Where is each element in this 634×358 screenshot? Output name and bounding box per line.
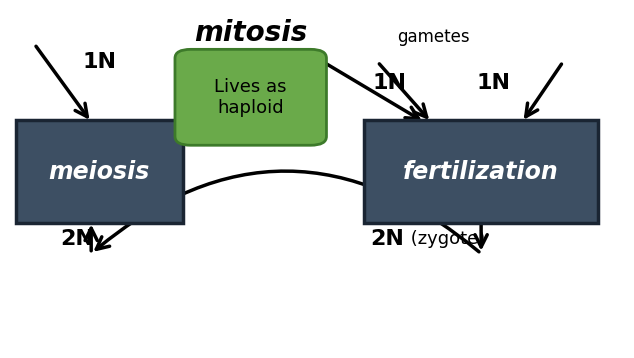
Text: 1N: 1N [82, 52, 116, 72]
Text: 2N: 2N [60, 229, 94, 250]
Text: meiosis: meiosis [49, 160, 150, 184]
Text: gametes: gametes [398, 28, 470, 46]
Text: fertilization: fertilization [403, 160, 559, 184]
FancyBboxPatch shape [365, 120, 598, 223]
FancyBboxPatch shape [175, 49, 327, 145]
Text: Lives as
haploid: Lives as haploid [214, 78, 287, 117]
FancyBboxPatch shape [16, 120, 183, 223]
Text: 2N: 2N [371, 229, 404, 250]
Text: 1N: 1N [373, 73, 406, 93]
Text: (zygote): (zygote) [405, 231, 486, 248]
Text: mitosis: mitosis [194, 19, 307, 47]
Text: 1N: 1N [477, 73, 511, 93]
